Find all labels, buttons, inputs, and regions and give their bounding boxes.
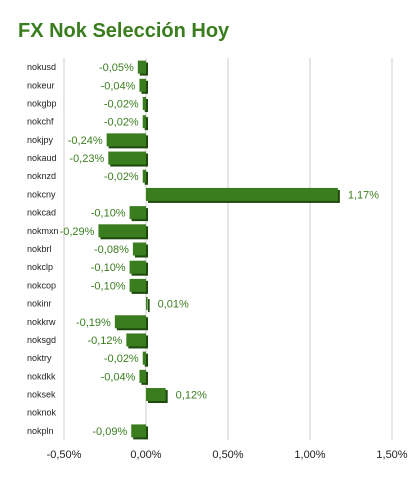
value-label: -0,02% bbox=[104, 353, 139, 365]
category-label: nokjpy bbox=[27, 135, 54, 145]
bar bbox=[129, 260, 146, 274]
x-tick-label: 1,50% bbox=[376, 449, 407, 461]
category-label: noksek bbox=[27, 390, 56, 400]
value-label: -0,23% bbox=[69, 153, 104, 165]
chart-title: FX Nok Selección Hoy bbox=[18, 20, 230, 42]
x-tick-label: 1,00% bbox=[294, 449, 325, 461]
bar bbox=[108, 151, 146, 165]
value-label: -0,24% bbox=[68, 135, 103, 147]
category-label: nokbrl bbox=[27, 244, 52, 254]
bar bbox=[131, 424, 146, 438]
category-label: noknzd bbox=[27, 171, 56, 181]
bar bbox=[146, 388, 166, 402]
bar-shadow bbox=[144, 98, 148, 112]
x-tick-labels: -0,50% 0,00% 0,50% 1,00% 1,50% bbox=[47, 449, 408, 461]
value-label: -0,04% bbox=[101, 371, 136, 383]
value-label: -0,05% bbox=[99, 62, 134, 74]
value-label: 0,01% bbox=[158, 299, 189, 311]
value-label: 0,12% bbox=[176, 390, 207, 402]
category-label: nokcny bbox=[27, 189, 56, 199]
category-label: noktry bbox=[27, 353, 52, 363]
value-label: -0,09% bbox=[92, 426, 127, 438]
x-tick-label: 0,00% bbox=[130, 449, 161, 461]
category-label: noksgd bbox=[27, 335, 56, 345]
value-label: -0,12% bbox=[87, 335, 122, 347]
category-label: nokchf bbox=[27, 117, 54, 127]
value-label: -0,29% bbox=[60, 226, 95, 238]
category-label: nokinr bbox=[27, 299, 52, 309]
category-labels: nokusd nokeur nokgbp nokchf nokjpy nokaud nokn… bbox=[27, 62, 59, 436]
bar bbox=[129, 206, 146, 220]
bar bbox=[98, 224, 146, 238]
bar bbox=[137, 60, 146, 74]
value-label: -0,10% bbox=[91, 262, 126, 274]
category-label: nokclp bbox=[27, 262, 53, 272]
category-label: nokkrw bbox=[27, 317, 56, 327]
value-label: -0,08% bbox=[94, 244, 129, 256]
bar bbox=[142, 96, 146, 110]
category-label: nokcop bbox=[27, 280, 56, 290]
value-label: -0,04% bbox=[101, 80, 136, 92]
category-label: nokaud bbox=[27, 153, 57, 163]
value-label: -0,02% bbox=[104, 171, 139, 183]
category-label: nokmxn bbox=[27, 226, 59, 236]
x-tick-label: 0,50% bbox=[212, 449, 243, 461]
category-label: nokeur bbox=[27, 80, 55, 90]
value-label: -0,10% bbox=[91, 280, 126, 292]
value-label: 1,17% bbox=[348, 189, 379, 201]
bar bbox=[132, 242, 146, 256]
value-label: -0,02% bbox=[104, 117, 139, 129]
bar bbox=[114, 315, 146, 329]
bar-shadow bbox=[144, 171, 148, 185]
bar bbox=[139, 78, 146, 92]
category-label: nokcad bbox=[27, 208, 56, 218]
bar bbox=[142, 351, 146, 365]
bar bbox=[142, 115, 146, 129]
bar bbox=[139, 369, 146, 383]
category-label: noknok bbox=[27, 408, 57, 418]
bar bbox=[146, 187, 338, 201]
bar-shadow bbox=[148, 299, 150, 313]
value-labels: -0,05%-0,04%-0,02%-0,02%-0,24%-0,23%-0,0… bbox=[60, 62, 380, 438]
bar bbox=[106, 133, 146, 147]
category-label: nokpln bbox=[27, 426, 54, 436]
value-label: -0,10% bbox=[91, 208, 126, 220]
bar bbox=[142, 169, 146, 183]
x-tick-label: -0,50% bbox=[47, 449, 82, 461]
bars bbox=[98, 60, 340, 440]
category-label: nokgbp bbox=[27, 98, 57, 108]
category-label: nokdkk bbox=[27, 371, 56, 381]
bar bbox=[129, 278, 146, 292]
bar-shadow bbox=[144, 117, 148, 131]
bar bbox=[146, 297, 148, 311]
value-label: -0,19% bbox=[76, 317, 111, 329]
value-label: -0,02% bbox=[104, 98, 139, 110]
bar bbox=[126, 333, 146, 347]
bar-shadow bbox=[144, 353, 148, 367]
category-label: nokusd bbox=[27, 62, 56, 72]
